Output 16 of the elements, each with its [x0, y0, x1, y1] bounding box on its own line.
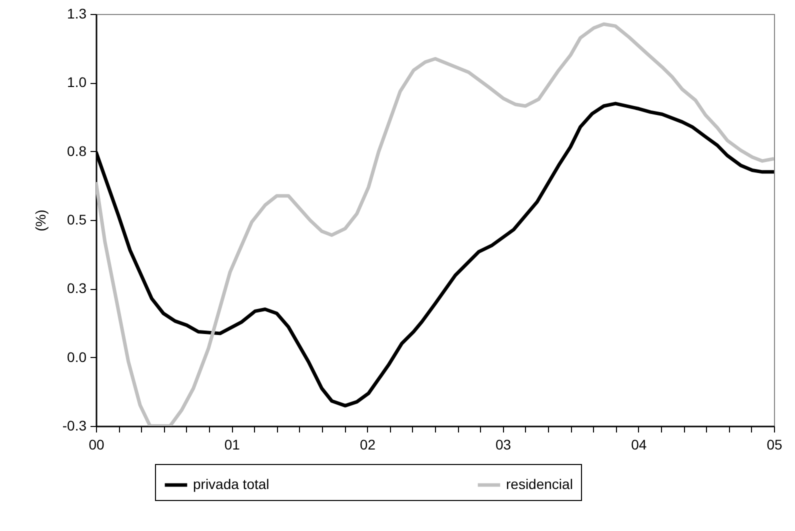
- x-tick-label: 04: [631, 436, 647, 452]
- x-tick-label: 02: [360, 436, 376, 452]
- x-tick-label: 03: [496, 436, 512, 452]
- y-tick-label: 0.3: [67, 280, 87, 296]
- y-tick-label: 0.0: [67, 348, 87, 365]
- y-tick-label: 0.5: [67, 212, 87, 228]
- y-tick-label: 1.3: [67, 6, 87, 22]
- x-tick-label: 01: [224, 436, 240, 452]
- y-tick-label: 0.8: [67, 142, 87, 159]
- y-tick-label: -0.3: [62, 418, 87, 434]
- x-tick-label: 00: [88, 436, 104, 452]
- legend-label: residencial: [506, 476, 573, 492]
- legend-label: privada total: [193, 476, 270, 492]
- x-tick-label: 05: [766, 436, 782, 452]
- y-axis-title: (%): [32, 210, 48, 232]
- y-tick-label: 1.0: [67, 74, 87, 90]
